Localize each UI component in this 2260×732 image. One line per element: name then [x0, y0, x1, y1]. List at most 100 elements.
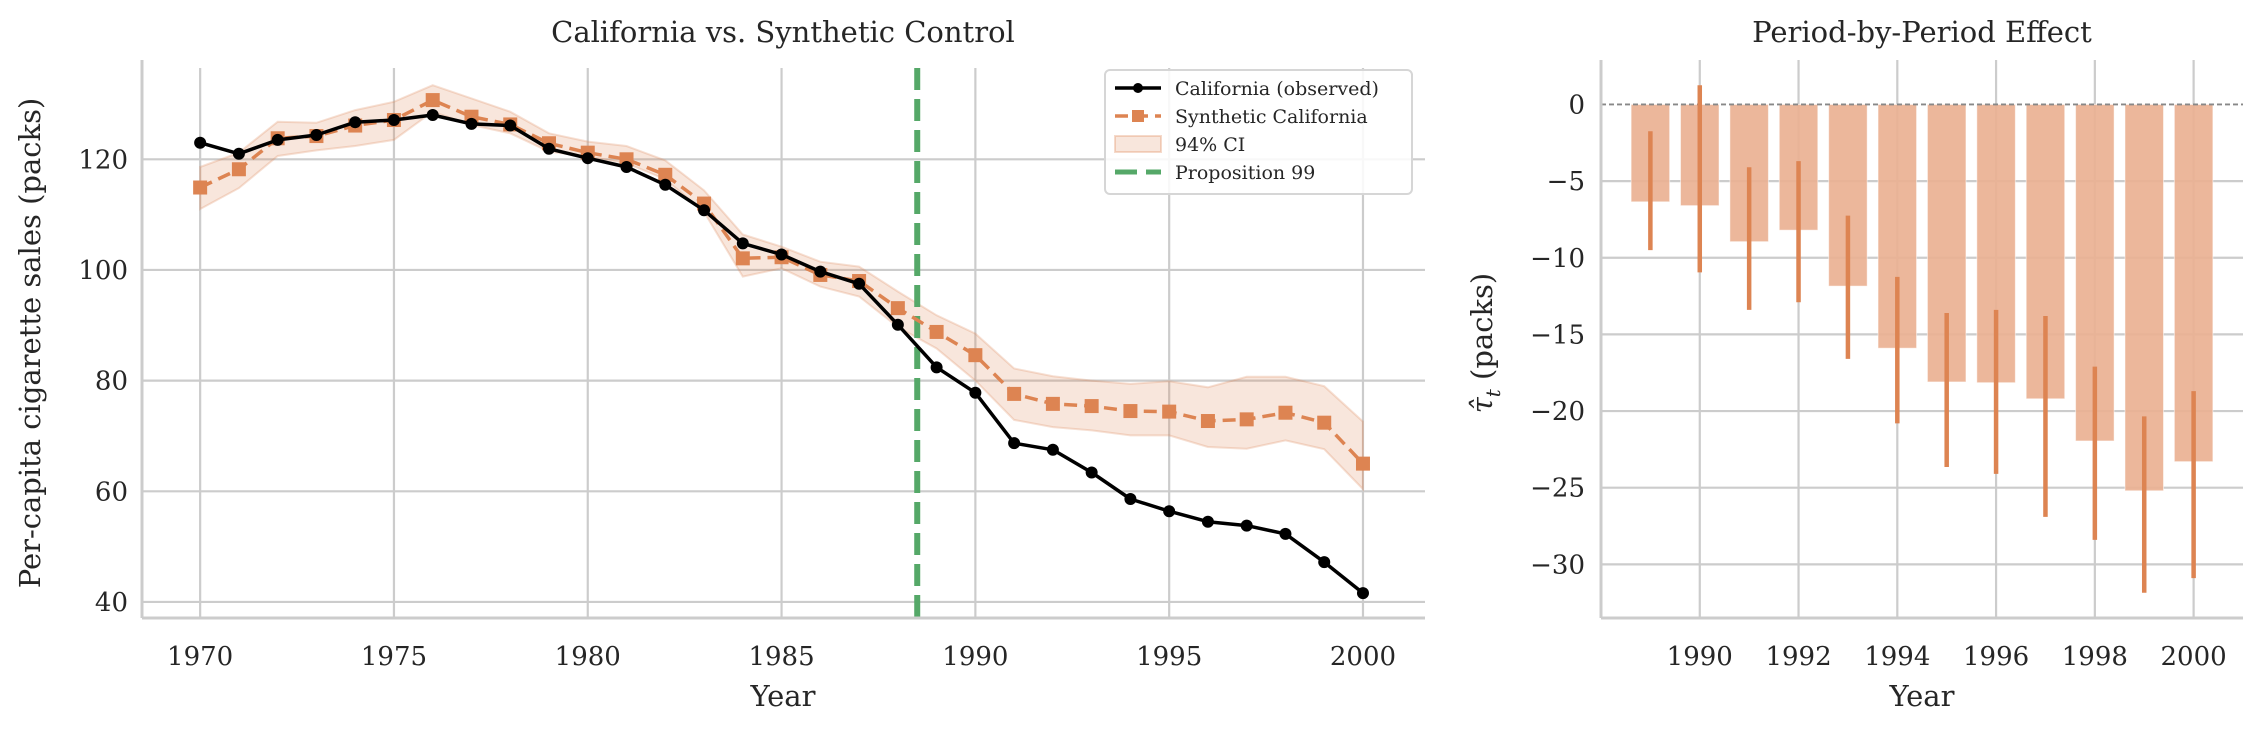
- observed-marker: [659, 178, 672, 191]
- observed-marker: [853, 277, 866, 290]
- x-tick-label: 1990: [942, 642, 1008, 672]
- legend-item: Synthetic California: [1115, 106, 1368, 128]
- synthetic-marker: [1355, 456, 1370, 471]
- california-observed-series: [194, 109, 1369, 600]
- observed-marker: [1318, 556, 1331, 569]
- observed-marker: [698, 204, 711, 217]
- legend-handle-ci: [1114, 135, 1162, 153]
- synthetic-marker: [929, 324, 944, 339]
- observed-marker: [581, 152, 594, 165]
- y-tick-label: 100: [78, 256, 128, 286]
- x-tick-label: 1992: [1765, 642, 1831, 672]
- y-tick-label: 0: [1568, 90, 1585, 120]
- observed-marker: [930, 361, 943, 374]
- right-x-tick-labels: 1990 1992 1994 1996 1998 2000: [1667, 642, 2227, 672]
- right-axes-spines: [1599, 60, 2243, 620]
- y-tick-label: −10: [1530, 244, 1585, 274]
- legend-label: Proposition 99: [1175, 162, 1315, 184]
- synthetic-marker: [231, 162, 246, 177]
- x-tick-label: 1985: [748, 642, 814, 672]
- x-tick-label: 2000: [1330, 642, 1396, 672]
- observed-marker: [504, 119, 517, 132]
- synthetic-marker: [1162, 404, 1177, 419]
- left-y-tick-labels: 40 60 80 100 120: [78, 145, 128, 618]
- observed-marker: [310, 128, 323, 141]
- observed-marker: [969, 386, 982, 399]
- legend-marker-circle: [1133, 83, 1143, 93]
- right-y-axis-label: τ̂t (packs): [1465, 273, 1505, 414]
- right-y-tick-labels: 0 −5 −10 −15 −20 −25 −30: [1530, 90, 1585, 580]
- observed-marker: [1124, 493, 1137, 506]
- effect-bar: [1877, 103, 1918, 349]
- synthetic-marker: [1200, 414, 1215, 429]
- observed-marker: [736, 237, 749, 250]
- observed-marker: [1201, 515, 1214, 528]
- x-tick-label: 1996: [1963, 642, 2029, 672]
- legend-marker-square: [1132, 110, 1144, 122]
- synthetic-marker: [890, 301, 905, 316]
- effect-bars: [1630, 103, 2214, 492]
- observed-marker: [1240, 519, 1253, 532]
- x-tick-label: 1980: [555, 642, 621, 672]
- synthetic-marker: [658, 167, 673, 182]
- y-tick-label: 80: [95, 367, 128, 397]
- observed-marker: [232, 147, 245, 160]
- synthetic-marker: [968, 348, 983, 363]
- synthetic-marker: [1239, 412, 1254, 427]
- synthetic-marker: [193, 180, 208, 195]
- synthetic-marker: [735, 251, 750, 266]
- observed-marker: [891, 318, 904, 331]
- synthetic-marker: [425, 93, 440, 108]
- left-chart-title: California vs. Synthetic Control: [551, 15, 1015, 49]
- y-tick-label: 120: [78, 145, 128, 175]
- observed-marker: [1356, 587, 1369, 600]
- synthetic-marker: [1045, 396, 1060, 411]
- left-panel-synthetic-control: 1970 1975 1980 1985 1990 1995 2000 40 60 80 100 12…: [13, 15, 1425, 713]
- effect-error-bars: [1648, 85, 2196, 593]
- observed-marker: [387, 114, 400, 127]
- x-tick-label: 1994: [1864, 642, 1930, 672]
- legend: California (observed) Synthetic Californi…: [1104, 69, 1413, 195]
- legend-label: Synthetic California: [1175, 106, 1368, 128]
- y-tick-label: −25: [1530, 474, 1585, 504]
- observed-marker: [542, 142, 555, 155]
- legend-box: [1104, 69, 1413, 195]
- legend-label: 94% CI: [1175, 134, 1245, 156]
- synthetic-marker: [1007, 386, 1022, 401]
- tau-subscript: t: [1481, 388, 1505, 397]
- observed-marker: [814, 265, 827, 278]
- left-y-axis-label: Per-capita cigarette sales (packs): [13, 98, 47, 589]
- observed-marker: [1085, 466, 1098, 479]
- legend-item: Proposition 99: [1115, 162, 1315, 184]
- left-x-axis-label: Year: [750, 679, 816, 713]
- tau-hat-symbol: τ̂: [1465, 396, 1499, 413]
- right-chart-title: Period-by-Period Effect: [1752, 15, 2092, 49]
- x-tick-label: 1975: [361, 642, 427, 672]
- x-tick-label: 1990: [1667, 642, 1733, 672]
- x-tick-label: 1998: [2062, 642, 2128, 672]
- observed-marker: [465, 117, 478, 130]
- y-tick-label: −20: [1530, 397, 1585, 427]
- observed-marker: [271, 133, 284, 146]
- x-tick-label: 1970: [167, 642, 233, 672]
- observed-marker: [1046, 443, 1059, 456]
- right-panel-period-effect: 1990 1992 1994 1996 1998 2000 0 −5 −10 −15 −20 −25…: [1465, 15, 2243, 713]
- observed-marker: [426, 109, 439, 122]
- y-tick-label: −5: [1547, 167, 1585, 197]
- right-x-axis-label: Year: [1889, 679, 1955, 713]
- observed-marker: [620, 161, 633, 174]
- synthetic-marker: [1278, 405, 1293, 420]
- x-tick-label: 2000: [2161, 642, 2227, 672]
- y-tick-label: 60: [95, 477, 128, 507]
- synthetic-marker: [1317, 415, 1332, 430]
- observed-marker: [349, 116, 362, 129]
- y-label-units: (packs): [1465, 273, 1499, 389]
- left-x-tick-labels: 1970 1975 1980 1985 1990 1995 2000: [167, 642, 1396, 672]
- observed-marker: [775, 248, 788, 261]
- left-axes-spines: [140, 60, 1425, 620]
- observed-marker: [1279, 527, 1292, 540]
- x-tick-label: 1995: [1136, 642, 1202, 672]
- observed-marker: [1163, 505, 1176, 518]
- y-tick-label: −15: [1530, 320, 1585, 350]
